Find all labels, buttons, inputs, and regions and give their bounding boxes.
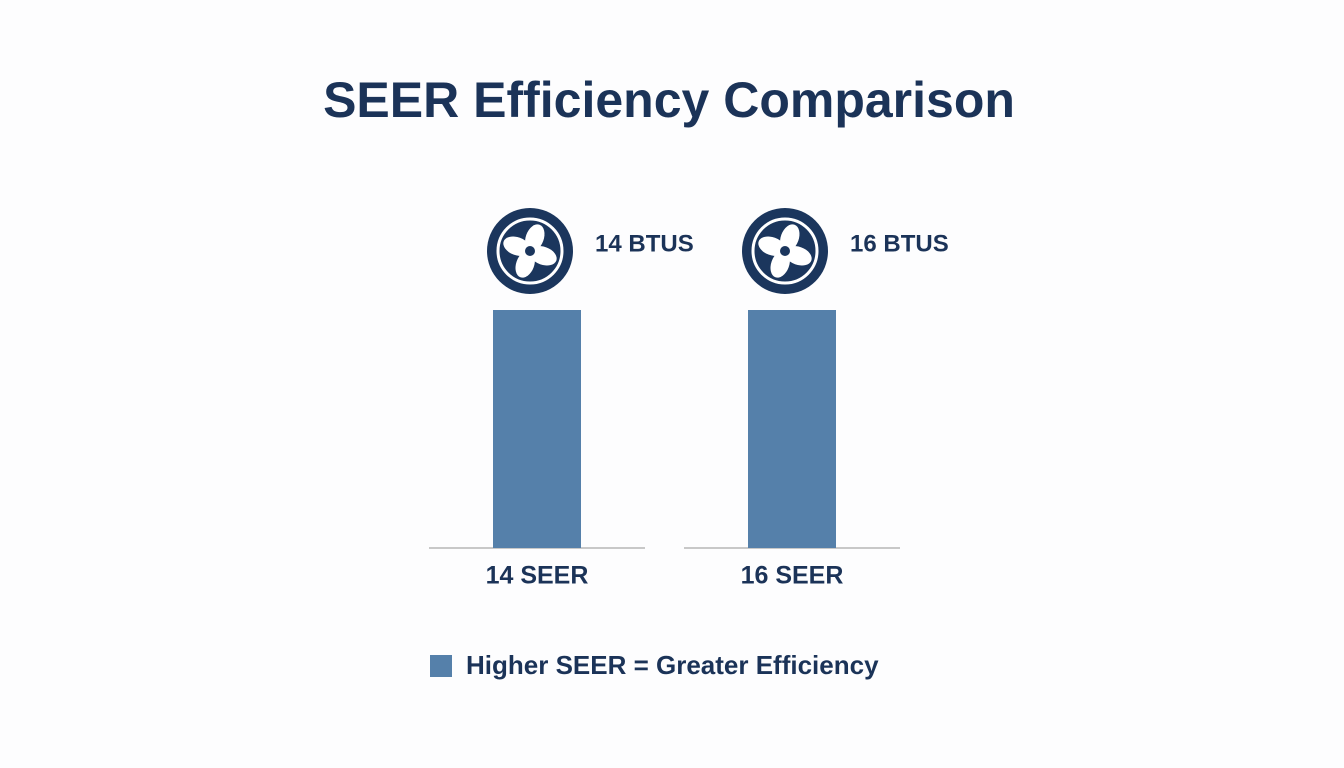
fan-ring — [496, 217, 564, 285]
bar — [748, 310, 836, 548]
badge-text: 16 BTUS — [850, 230, 949, 257]
fan-hub — [780, 246, 790, 256]
legend-swatch — [430, 655, 452, 677]
bar — [493, 310, 581, 548]
fan-blade — [770, 250, 790, 278]
fan-ring — [751, 217, 819, 285]
items: 14 BTUS 14 SEER 16 BTUS 16 SEER — [429, 208, 949, 590]
fan-blade — [780, 224, 800, 252]
fan-blade — [758, 236, 786, 256]
fan-blade — [525, 224, 545, 252]
fan-blade — [515, 250, 535, 278]
item-label: 14 SEER — [486, 562, 589, 590]
title: SEER Efficiency Comparison — [323, 72, 1015, 128]
fan-icon — [742, 208, 828, 294]
item-label: 16 SEER — [741, 562, 844, 590]
legend-text: Higher SEER = Greater Efficiency — [466, 650, 879, 680]
fan-icon — [487, 208, 573, 294]
item: 14 BTUS 14 SEER — [429, 208, 694, 590]
fan-blade — [529, 246, 557, 266]
fan-hub — [525, 246, 535, 256]
fan-blade — [503, 236, 531, 256]
badge-text: 14 BTUS — [595, 230, 694, 257]
item: 16 BTUS 16 SEER — [684, 208, 949, 590]
fan-blade — [784, 246, 812, 266]
